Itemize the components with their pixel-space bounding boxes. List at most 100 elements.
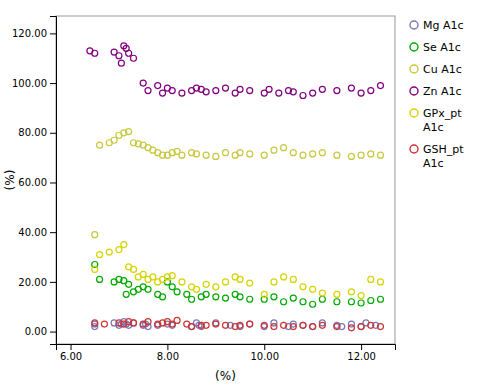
legend-label: Cu A1c — [423, 63, 462, 76]
point — [271, 294, 277, 300]
point — [169, 88, 175, 94]
y-tick-label: 100.00 — [12, 78, 47, 89]
point — [150, 274, 156, 280]
legend-label: Zn A1c — [423, 85, 462, 98]
x-tick: 12.00 — [347, 344, 376, 362]
point — [310, 324, 316, 330]
y-axis: 0.0020.0040.0060.0080.00100.00120.00 — [12, 17, 57, 345]
y-tick: 0.00 — [25, 326, 56, 337]
point — [92, 320, 98, 326]
point — [121, 242, 127, 248]
point — [179, 90, 185, 96]
x-axis: 6.00 8.00 10.00 12.00 — [57, 344, 396, 362]
legend-swatch — [410, 87, 418, 95]
point — [290, 89, 296, 95]
point — [271, 147, 277, 153]
series — [87, 43, 384, 99]
point — [348, 85, 354, 91]
plot-frame — [56, 16, 395, 344]
point — [377, 152, 383, 158]
point — [160, 90, 166, 96]
y-tick-label: 40.00 — [18, 227, 47, 238]
point — [126, 281, 132, 287]
legend-swatch — [410, 145, 418, 153]
x-tick-mark — [264, 344, 265, 350]
point — [189, 296, 195, 302]
point — [92, 232, 98, 238]
point — [319, 150, 325, 156]
point — [97, 142, 103, 148]
point — [193, 151, 199, 157]
point — [368, 88, 374, 94]
legend-swatch — [410, 21, 418, 29]
point — [247, 280, 253, 286]
point — [213, 284, 219, 290]
point — [174, 317, 180, 323]
y-tick-mark — [50, 33, 56, 34]
point — [377, 324, 383, 330]
point — [261, 322, 267, 328]
point — [101, 321, 107, 327]
y-tick-label: 60.00 — [18, 177, 47, 188]
point — [111, 137, 117, 143]
y-tick-label: 120.00 — [12, 28, 47, 39]
y-tick: 120.00 — [12, 28, 56, 39]
y-tick-mark — [50, 133, 56, 134]
point — [118, 60, 124, 66]
legend-item: Se A1c — [410, 41, 461, 54]
point — [310, 301, 316, 307]
point — [169, 273, 175, 279]
point — [310, 151, 316, 157]
legend-swatch — [410, 65, 418, 73]
point — [145, 286, 151, 292]
series — [92, 129, 384, 238]
legend-label: Mg A1c — [423, 19, 464, 32]
point — [281, 299, 287, 305]
y-tick-mark — [50, 332, 56, 333]
point — [223, 150, 229, 156]
point — [92, 266, 98, 272]
point — [271, 279, 277, 285]
point — [300, 299, 306, 305]
point — [377, 296, 383, 302]
x-axis-title: (%) — [215, 369, 236, 383]
point — [368, 322, 374, 328]
point — [319, 322, 325, 328]
point — [261, 152, 267, 158]
point — [290, 324, 296, 330]
point — [247, 151, 253, 157]
chart: 6.008.0010.0012.000.0020.0040.0060.0080.… — [0, 0, 500, 388]
point — [271, 324, 277, 330]
point — [193, 286, 199, 292]
point — [247, 88, 253, 94]
point — [348, 153, 354, 159]
point — [223, 279, 229, 285]
point — [247, 321, 253, 327]
y-axis-line — [50, 17, 57, 345]
point — [281, 145, 287, 151]
x-tick-mark — [71, 344, 72, 350]
point — [319, 296, 325, 302]
legend-item: GSH_ptA1c — [410, 143, 464, 170]
x-tick: 10.00 — [250, 344, 279, 362]
point — [377, 83, 383, 89]
point — [281, 322, 287, 328]
point — [126, 50, 132, 56]
legend-label-line: GSH_pt — [423, 143, 464, 156]
x-tick: 8.00 — [157, 344, 179, 362]
point — [266, 86, 272, 92]
point — [319, 86, 325, 92]
point — [92, 50, 98, 56]
legend-item: Mg A1c — [410, 19, 464, 32]
point — [358, 90, 364, 96]
x-tick-label: 8.00 — [157, 351, 179, 362]
point — [358, 324, 364, 330]
point — [140, 80, 146, 86]
point — [184, 291, 190, 297]
point — [169, 284, 175, 290]
point — [334, 324, 340, 330]
series — [92, 319, 379, 330]
legend-label-line: Cu A1c — [423, 63, 462, 76]
x-tick: 6.00 — [60, 344, 82, 362]
point — [368, 151, 374, 157]
